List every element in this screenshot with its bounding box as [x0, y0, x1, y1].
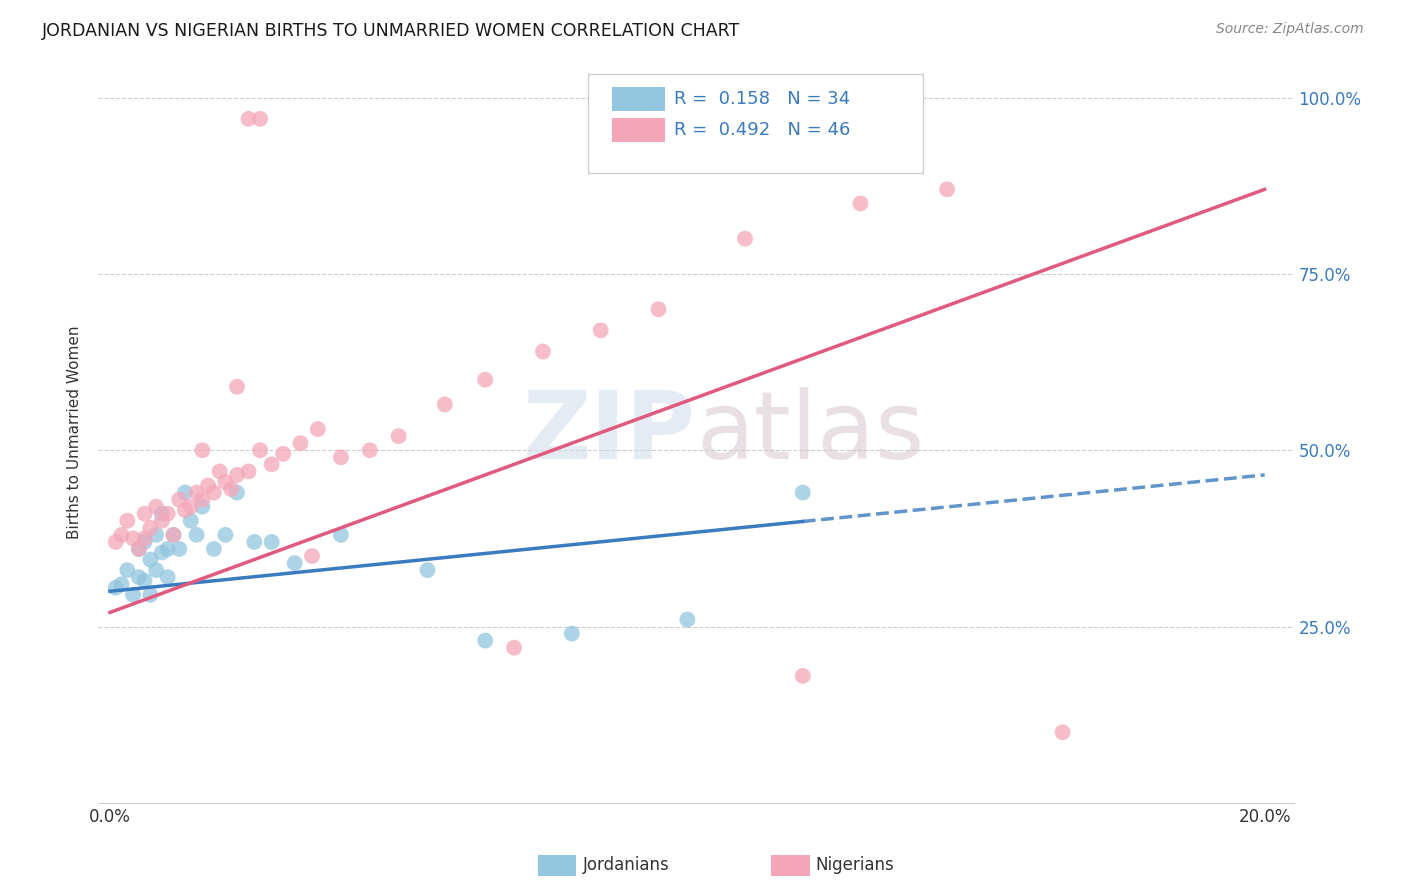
Point — [134, 507, 156, 521]
Point — [647, 302, 669, 317]
FancyBboxPatch shape — [589, 73, 922, 173]
Point — [329, 528, 352, 542]
Point — [249, 112, 271, 126]
Point — [416, 563, 439, 577]
Point — [197, 478, 219, 492]
Point — [301, 549, 323, 563]
Point — [186, 528, 208, 542]
FancyBboxPatch shape — [538, 855, 576, 876]
Point — [792, 485, 814, 500]
Point — [122, 532, 145, 546]
Point — [503, 640, 526, 655]
Point — [167, 541, 190, 556]
Point — [186, 485, 208, 500]
Point — [202, 485, 225, 500]
Point — [128, 541, 150, 556]
Y-axis label: Births to Unmarried Women: Births to Unmarried Women — [67, 326, 83, 540]
Point — [284, 556, 307, 570]
Point — [226, 380, 249, 394]
Point — [238, 464, 260, 478]
Point — [561, 626, 583, 640]
Point — [271, 447, 294, 461]
Point — [191, 500, 214, 514]
Point — [139, 552, 162, 566]
FancyBboxPatch shape — [613, 87, 665, 111]
Point — [167, 492, 190, 507]
Point — [134, 532, 156, 546]
Point — [202, 541, 225, 556]
Point — [226, 485, 249, 500]
Point — [290, 436, 312, 450]
Point — [433, 397, 456, 411]
Point — [260, 458, 283, 472]
Point — [150, 545, 173, 559]
Point — [208, 464, 231, 478]
FancyBboxPatch shape — [772, 855, 810, 876]
Point — [388, 429, 411, 443]
Point — [110, 528, 132, 542]
Point — [134, 535, 156, 549]
Point — [936, 182, 959, 196]
Point — [589, 323, 612, 337]
Point — [180, 514, 202, 528]
Point — [150, 507, 173, 521]
Point — [104, 535, 127, 549]
Point — [191, 443, 214, 458]
Text: JORDANIAN VS NIGERIAN BIRTHS TO UNMARRIED WOMEN CORRELATION CHART: JORDANIAN VS NIGERIAN BIRTHS TO UNMARRIE… — [42, 22, 741, 40]
Point — [162, 528, 184, 542]
Point — [117, 514, 139, 528]
Point — [128, 541, 150, 556]
Point — [122, 588, 145, 602]
Point — [145, 500, 167, 514]
Point — [156, 541, 179, 556]
Text: atlas: atlas — [696, 386, 924, 479]
Point — [145, 528, 167, 542]
Point — [174, 503, 197, 517]
FancyBboxPatch shape — [613, 118, 665, 142]
Point — [110, 577, 132, 591]
Point — [156, 570, 179, 584]
Point — [150, 514, 173, 528]
Point — [139, 588, 162, 602]
Point — [474, 633, 496, 648]
Point — [260, 535, 283, 549]
Point — [792, 669, 814, 683]
Text: Source: ZipAtlas.com: Source: ZipAtlas.com — [1216, 22, 1364, 37]
Text: Nigerians: Nigerians — [815, 856, 894, 874]
Point — [145, 563, 167, 577]
Point — [162, 528, 184, 542]
Point — [139, 521, 162, 535]
Point — [117, 563, 139, 577]
Point — [676, 612, 699, 626]
Point — [214, 475, 236, 489]
Point — [180, 500, 202, 514]
Point — [238, 112, 260, 126]
Point — [128, 570, 150, 584]
Point — [734, 232, 756, 246]
Point — [191, 492, 214, 507]
Point — [474, 373, 496, 387]
Point — [849, 196, 872, 211]
Point — [1052, 725, 1074, 739]
Point — [226, 467, 249, 482]
Text: R =  0.158   N = 34: R = 0.158 N = 34 — [675, 90, 851, 108]
Point — [219, 482, 242, 496]
Point — [329, 450, 352, 465]
Point — [359, 443, 381, 458]
Point — [307, 422, 329, 436]
Point — [214, 528, 236, 542]
Text: Jordanians: Jordanians — [582, 856, 669, 874]
Point — [104, 581, 127, 595]
Point — [531, 344, 554, 359]
Point — [156, 507, 179, 521]
Point — [174, 485, 197, 500]
Point — [249, 443, 271, 458]
Point — [134, 574, 156, 588]
Text: ZIP: ZIP — [523, 386, 696, 479]
Text: R =  0.492   N = 46: R = 0.492 N = 46 — [675, 120, 851, 139]
Point — [243, 535, 266, 549]
